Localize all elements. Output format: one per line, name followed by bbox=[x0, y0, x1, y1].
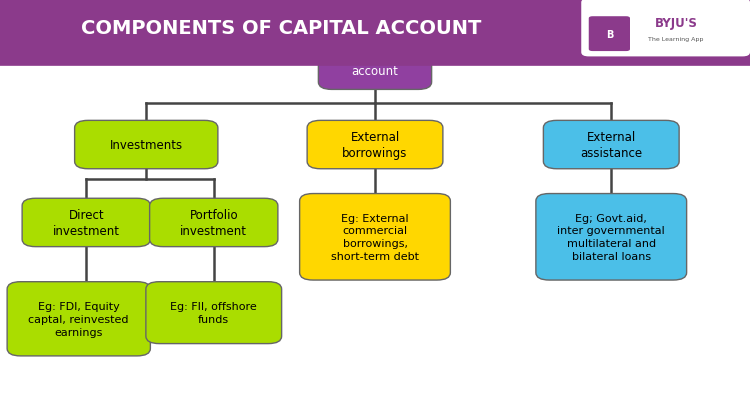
FancyBboxPatch shape bbox=[589, 17, 630, 52]
FancyBboxPatch shape bbox=[0, 0, 750, 67]
FancyBboxPatch shape bbox=[0, 0, 731, 46]
FancyBboxPatch shape bbox=[74, 121, 217, 169]
FancyBboxPatch shape bbox=[536, 194, 687, 281]
Text: Eg; Govt.aid,
inter governmental
multilateral and
bilateral loans: Eg; Govt.aid, inter governmental multila… bbox=[557, 213, 665, 261]
FancyBboxPatch shape bbox=[318, 36, 432, 90]
FancyBboxPatch shape bbox=[581, 0, 750, 57]
Text: External
borrowings: External borrowings bbox=[342, 130, 408, 160]
Text: The Learning App: The Learning App bbox=[648, 37, 704, 42]
Text: Eg: External
commercial
borrowings,
short-term debt: Eg: External commercial borrowings, shor… bbox=[331, 213, 419, 261]
Text: Eg: FDI, Equity
captal, reinvested
earnings: Eg: FDI, Equity captal, reinvested earni… bbox=[28, 301, 129, 337]
Text: Direct
investment: Direct investment bbox=[53, 208, 120, 238]
FancyBboxPatch shape bbox=[146, 282, 281, 344]
Text: Eg: FII, offshore
funds: Eg: FII, offshore funds bbox=[170, 301, 257, 324]
Text: BYJU'S: BYJU'S bbox=[655, 17, 698, 30]
FancyBboxPatch shape bbox=[7, 282, 150, 356]
FancyBboxPatch shape bbox=[0, 10, 731, 56]
FancyBboxPatch shape bbox=[22, 199, 150, 247]
Text: Portfolio
investment: Portfolio investment bbox=[180, 208, 248, 238]
FancyBboxPatch shape bbox=[543, 121, 680, 169]
Text: B: B bbox=[606, 29, 613, 40]
Text: Investments: Investments bbox=[110, 139, 183, 152]
FancyBboxPatch shape bbox=[149, 199, 278, 247]
FancyBboxPatch shape bbox=[299, 194, 450, 281]
Text: External
assistance: External assistance bbox=[580, 130, 642, 160]
Text: Capital
account: Capital account bbox=[352, 49, 398, 78]
FancyBboxPatch shape bbox=[308, 121, 442, 169]
Text: COMPONENTS OF CAPITAL ACCOUNT: COMPONENTS OF CAPITAL ACCOUNT bbox=[81, 19, 482, 38]
